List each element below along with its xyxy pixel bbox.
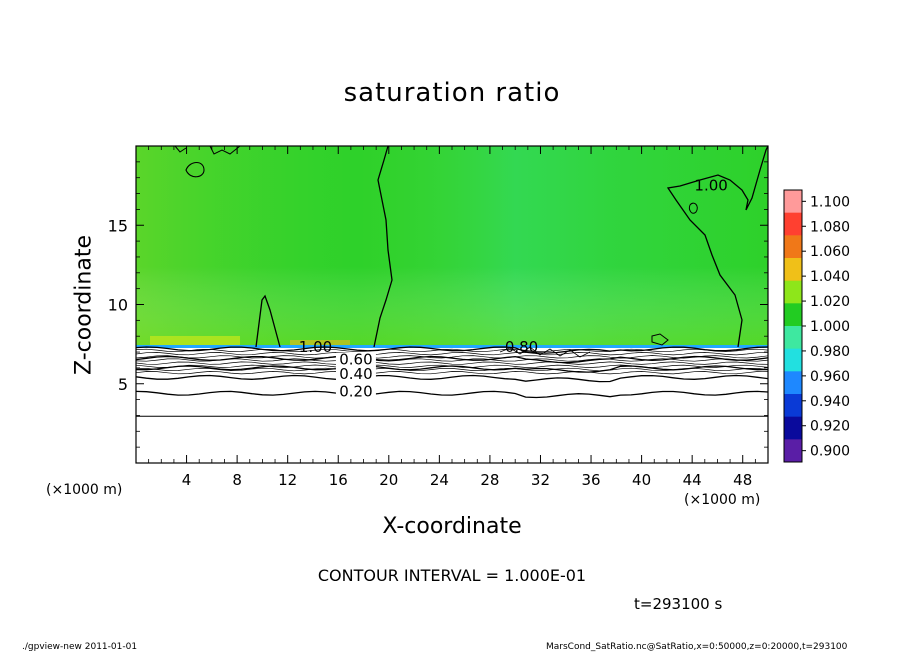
field-warm-patch bbox=[150, 336, 240, 346]
contour-line-right bbox=[666, 145, 769, 348]
contour-label-bg bbox=[335, 352, 376, 368]
contour-label-bg bbox=[335, 384, 376, 400]
x-tick-label: 20 bbox=[379, 471, 398, 489]
y-tick-label: 5 bbox=[118, 375, 128, 394]
contour-line bbox=[135, 374, 769, 383]
colorbar-label: 1.060 bbox=[810, 244, 850, 260]
contour-line bbox=[135, 390, 769, 399]
contour-labels: 1.00 1.00 0.80 0.600.400.20 bbox=[299, 176, 728, 400]
y-unit-label: (×1000 m) bbox=[46, 482, 123, 498]
contour-line-thin bbox=[135, 361, 769, 365]
footer-left: ./gpview-new 2011-01-01 bbox=[22, 642, 138, 652]
colorbar-label: 1.100 bbox=[810, 194, 850, 210]
x-axis-label: X-coordinate bbox=[382, 514, 522, 539]
x-tick-label: 4 bbox=[182, 471, 192, 489]
colorbar-label: 1.080 bbox=[810, 219, 850, 235]
field-haze-vertical bbox=[136, 146, 768, 347]
colorbar-swatch bbox=[784, 326, 802, 350]
main-contours bbox=[135, 346, 769, 417]
colorbar-swatch bbox=[784, 258, 802, 282]
x-axis: 4 8 12 16 20 24 28 32 36 40 44 48 bbox=[148, 146, 756, 489]
field-warm-patch-2 bbox=[290, 340, 350, 346]
colorbar-swatch bbox=[784, 280, 802, 304]
footer-right: MarsCond_SatRatio.nc@SatRatio,x=0:50000,… bbox=[546, 642, 848, 652]
y-axis-label: Z-coordinate bbox=[71, 235, 97, 375]
colorbar-label: 1.000 bbox=[810, 319, 850, 335]
colorbar-swatch bbox=[784, 190, 802, 214]
contour-interval-label: CONTOUR INTERVAL = 1.000E-01 bbox=[317, 566, 587, 585]
contour-label: 1.00 bbox=[299, 338, 332, 356]
colorbar-label: 0.960 bbox=[810, 369, 850, 385]
contour-label: 0.80 bbox=[505, 338, 538, 356]
colorbar-swatch bbox=[784, 439, 802, 463]
colorbar-swatch bbox=[784, 235, 802, 259]
contour-loop-right-small bbox=[689, 202, 698, 214]
plot-area bbox=[135, 145, 769, 464]
contour-label: 0.40 bbox=[339, 365, 372, 383]
x-tick-label: 12 bbox=[278, 471, 297, 489]
colorbar-swatch bbox=[784, 416, 802, 440]
contour-line-left-spike bbox=[255, 294, 281, 348]
contour-blob-right bbox=[651, 333, 669, 346]
contour-top-scribble bbox=[174, 145, 241, 155]
y-axis: 5 10 15 bbox=[108, 161, 768, 448]
x-tick-label: 44 bbox=[683, 471, 702, 489]
x-tick-label: 28 bbox=[480, 471, 499, 489]
y-tick-label: 15 bbox=[108, 216, 128, 235]
colorbar-swatch bbox=[784, 303, 802, 327]
contour-line bbox=[135, 346, 769, 354]
colorbar-swatch bbox=[784, 348, 802, 372]
contour-label: 0.20 bbox=[339, 382, 372, 400]
x-tick-label: 16 bbox=[329, 471, 348, 489]
colorbar-swatch bbox=[784, 371, 802, 395]
colorbar-label: 1.040 bbox=[810, 269, 850, 285]
x-unit-label: (×1000 m) bbox=[684, 492, 761, 508]
contour-label: 0.60 bbox=[339, 351, 372, 369]
colorbar-label: 1.020 bbox=[810, 294, 850, 310]
contour-label-bg bbox=[335, 366, 376, 382]
contour-line-thin bbox=[136, 367, 769, 372]
boundary-band bbox=[136, 345, 768, 348]
colorbar-label: 0.980 bbox=[810, 344, 850, 360]
colorbar-label: 0.900 bbox=[810, 444, 850, 460]
contour-noise-center bbox=[499, 346, 591, 358]
contour-line bbox=[135, 355, 769, 364]
x-tick-label: 40 bbox=[632, 471, 651, 489]
x-tick-label: 36 bbox=[581, 471, 600, 489]
colorbar-swatch bbox=[784, 212, 802, 236]
contour-line-thin bbox=[135, 348, 769, 353]
chart-title: saturation ratio bbox=[343, 78, 561, 108]
contour-label: 1.00 bbox=[694, 176, 727, 194]
y-tick-label: 10 bbox=[108, 296, 128, 315]
x-tick-label: 32 bbox=[531, 471, 550, 489]
x-tick-label: 8 bbox=[232, 471, 242, 489]
colorbar-label: 0.940 bbox=[810, 394, 850, 410]
contour-loop-small-left bbox=[185, 161, 205, 178]
contour-line bbox=[135, 365, 769, 373]
contour-line-thin bbox=[135, 371, 769, 375]
x-tick-label: 48 bbox=[733, 471, 752, 489]
contour-line-thin bbox=[135, 352, 769, 356]
time-label: t=293100 s bbox=[634, 595, 723, 613]
colorbar-label: 0.920 bbox=[810, 419, 850, 435]
colorbar: 1.100 1.080 1.060 1.040 1.020 1.000 0.980 0.960… bbox=[783, 189, 850, 463]
contour-line-thin bbox=[135, 358, 769, 362]
colorbar-swatch bbox=[784, 394, 802, 418]
contour-line-vertical-mid bbox=[373, 145, 393, 348]
x-tick-label: 24 bbox=[430, 471, 449, 489]
